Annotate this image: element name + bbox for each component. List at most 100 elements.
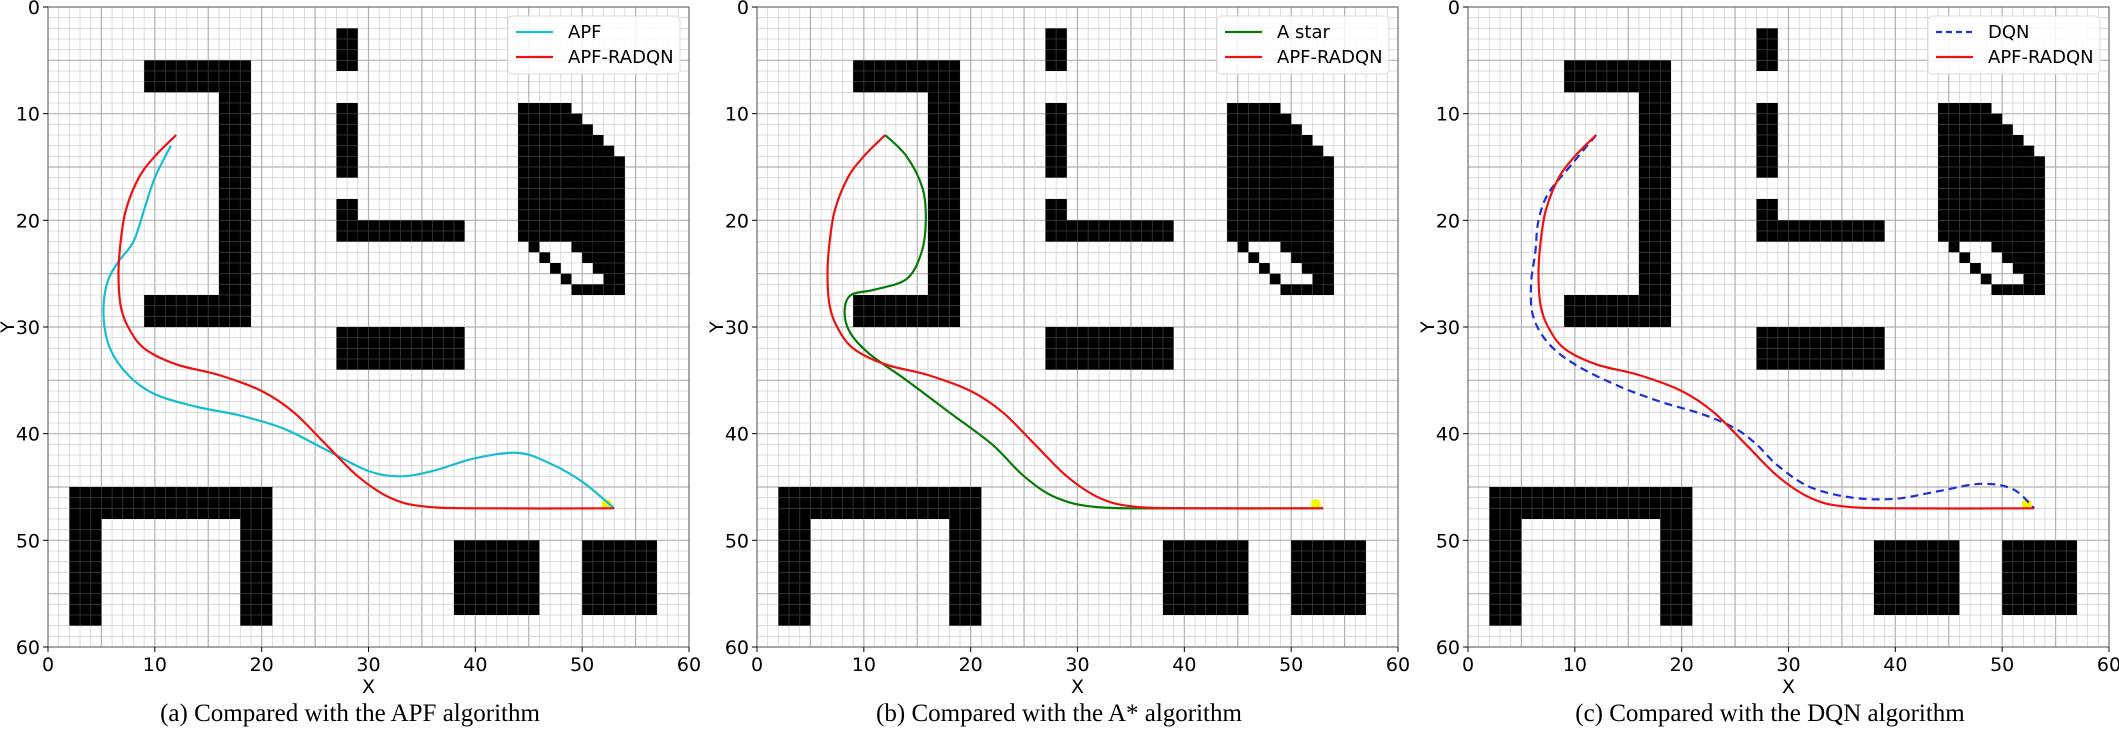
obstacle [1248, 252, 1260, 263]
series-apf [102, 145, 615, 510]
x-tick-label: 50 [570, 654, 594, 676]
obstacle [592, 135, 604, 274]
legend: DQN APF-RADQN [1927, 15, 2101, 75]
y-tick-label: 40 [725, 424, 749, 446]
obstacle [2012, 135, 2024, 274]
y-tick-label: 10 [16, 104, 40, 126]
x-tick-label: 0 [42, 654, 54, 676]
x-tick-label: 20 [250, 654, 274, 676]
obstacle [1970, 263, 1981, 274]
legend: APF APF-RADQN [507, 15, 681, 75]
y-tick-label: 30 [1436, 317, 1460, 339]
y-tick-label: 0 [1448, 0, 1460, 19]
y-tick-label: 60 [725, 637, 749, 659]
y-tick-label: 0 [28, 0, 40, 19]
plot-a: 01020304050600102030405060XYAPFAPF-RADQN [0, 0, 701, 698]
obstacle [1948, 241, 1960, 253]
y-tick-label: 10 [1436, 104, 1460, 126]
y-tick-label: 20 [16, 210, 40, 232]
obstacle [560, 273, 572, 285]
legend: A star APF-RADQN [1216, 15, 1390, 75]
series-dqn [1529, 134, 2035, 510]
obstacle [550, 263, 561, 274]
x-tick-label: 50 [1279, 654, 1303, 676]
y-tick-label: 30 [725, 317, 749, 339]
x-tick-label: 30 [356, 654, 380, 676]
obstacle [1227, 103, 1281, 242]
caption-a: (a) Compared with the APF algorithm [160, 700, 540, 727]
obstacle [1280, 113, 1292, 253]
obstacle [2034, 156, 2045, 295]
x-tick-label: 10 [1563, 654, 1587, 676]
x-tick-label: 30 [1776, 654, 1800, 676]
y-axis-label: Y [706, 321, 728, 334]
x-tick-label: 50 [1990, 654, 2014, 676]
obstacle [571, 284, 625, 295]
obstacle [2023, 145, 2035, 285]
x-tick-label: 20 [1670, 654, 1694, 676]
obstacle [778, 487, 982, 519]
obstacle [1980, 273, 1992, 285]
y-tick-label: 50 [16, 530, 40, 552]
x-tick-label: 20 [959, 654, 983, 676]
y-axis-label: Y [1417, 321, 1439, 334]
y-tick-label: 20 [725, 210, 749, 232]
x-tick-label: 10 [852, 654, 876, 676]
x-tick-label: 60 [2097, 654, 2119, 676]
caption-c: (c) Compared with the DQN algorithm [1575, 700, 1965, 727]
obstacle [582, 124, 593, 263]
obstacle [614, 156, 625, 295]
y-tick-label: 60 [16, 637, 40, 659]
obstacle [1312, 145, 1324, 285]
x-tick-label: 60 [1386, 654, 1410, 676]
obstacle [1269, 273, 1281, 285]
obstacle [539, 252, 551, 263]
obstacle [1237, 241, 1249, 253]
y-tick-label: 50 [725, 530, 749, 552]
x-tick-label: 30 [1065, 654, 1089, 676]
legend-label: APF [568, 22, 602, 43]
obstacle [582, 540, 657, 615]
legend-label: APF-RADQN [1988, 47, 2094, 68]
series-a-star [843, 134, 1324, 510]
x-axis-label: X [1071, 676, 1084, 698]
obstacle [528, 241, 540, 253]
x-axis-label: X [362, 676, 375, 698]
y-tick-label: 40 [1436, 424, 1460, 446]
x-tick-label: 0 [1462, 654, 1474, 676]
obstacle [603, 145, 615, 285]
obstacle [1280, 284, 1334, 295]
y-tick-label: 60 [1436, 637, 1460, 659]
series-apf-radqn [826, 134, 1324, 510]
goal-marker [1310, 499, 1321, 510]
series-apf-radqn [1537, 134, 2035, 510]
legend-label: A star [1277, 22, 1331, 43]
y-tick-label: 40 [16, 424, 40, 446]
goal-marker [601, 499, 612, 510]
legend-label: DQN [1988, 22, 2030, 43]
x-tick-label: 0 [751, 654, 763, 676]
y-tick-label: 0 [737, 0, 749, 19]
obstacle [69, 487, 273, 519]
obstacle [571, 113, 583, 253]
obstacle [518, 103, 572, 242]
obstacle [1959, 252, 1971, 263]
x-tick-label: 60 [677, 654, 701, 676]
obstacle [1489, 487, 1693, 519]
obstacle [1991, 284, 2045, 295]
y-tick-label: 10 [725, 104, 749, 126]
legend-label: APF-RADQN [1277, 47, 1383, 68]
obstacle [1291, 540, 1366, 615]
y-tick-label: 30 [16, 317, 40, 339]
panel-b: 0 10 20 30 40 50 60 0 10 20 30 40 50 60 X Y A star APF-RA… [706, 0, 1410, 741]
obstacle [1301, 135, 1313, 274]
x-tick-label: 40 [1172, 654, 1196, 676]
obstacle [2002, 124, 2013, 263]
series-apf-radqn [117, 134, 615, 510]
x-axis-label: X [1782, 676, 1795, 698]
x-tick-label: 40 [1883, 654, 1907, 676]
y-tick-label: 50 [1436, 530, 1460, 552]
obstacle [2002, 540, 2077, 615]
